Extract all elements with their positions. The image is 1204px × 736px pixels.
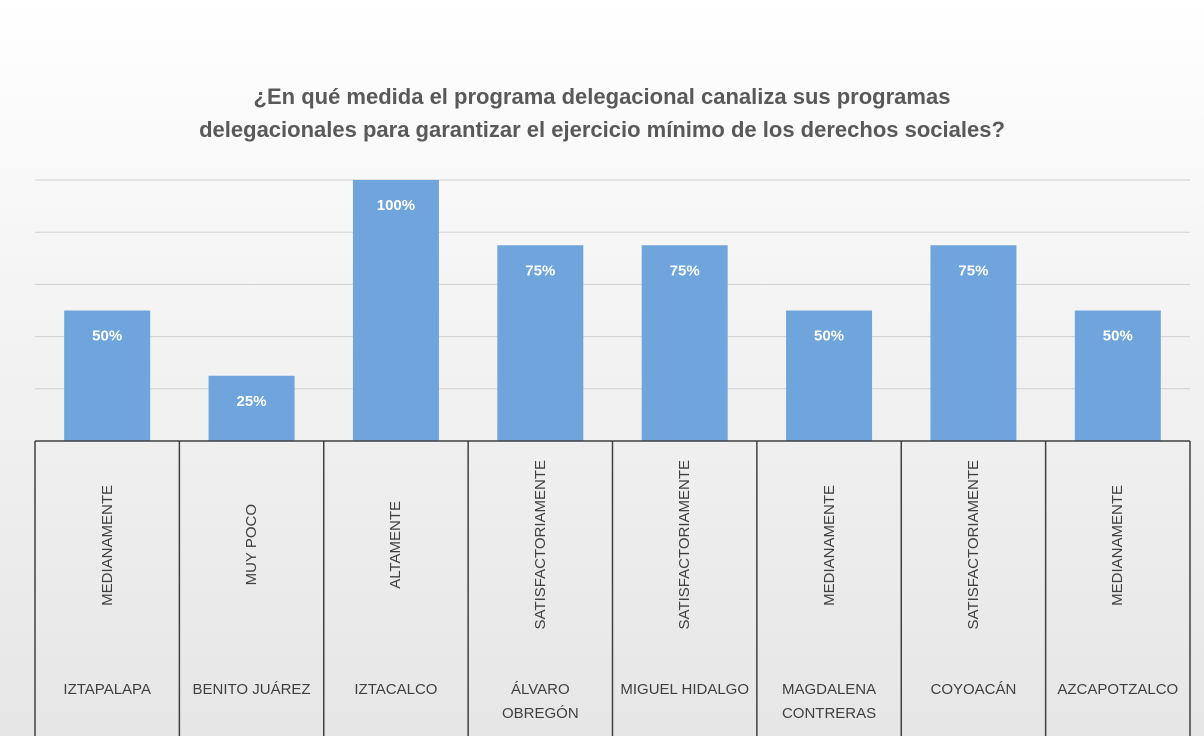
bar <box>64 310 151 441</box>
data-label: 50% <box>1103 328 1133 345</box>
data-label: 75% <box>525 262 555 279</box>
bar <box>352 180 439 441</box>
category-label: MEDIANAMENTE <box>1046 450 1190 640</box>
data-label: 50% <box>814 328 844 345</box>
data-label: 75% <box>670 262 700 279</box>
category-group-label: ÁLVARO OBREGÓN <box>501 681 579 722</box>
category-group-label: BENITO JUÁREZ <box>192 681 311 698</box>
chart-title: ¿En qué medida el programa delegacional … <box>0 80 1204 146</box>
category-group-label: AZCAPOTZALCO <box>1057 681 1179 698</box>
category-group-label: COYOACÁN <box>930 681 1017 698</box>
category-label: SATISFACTORIAMENTE <box>613 450 757 640</box>
bar <box>786 310 873 441</box>
bar <box>641 245 728 441</box>
category-text: SATISFACTORIAMENTE <box>676 460 694 630</box>
bar <box>497 245 584 441</box>
category-text: MEDIANAMENTE <box>1109 484 1127 606</box>
category-label: MEDIANAMENTE <box>757 450 901 640</box>
data-label: 50% <box>92 328 122 345</box>
category-group-label: IZTAPALAPA <box>63 681 151 698</box>
category-text: MEDIANAMENTE <box>820 484 838 606</box>
data-label: 100% <box>377 197 415 214</box>
data-label: 75% <box>958 262 988 279</box>
title-line: ¿En qué medida el programa delegacional … <box>253 84 951 109</box>
category-label: MUY POCO <box>179 450 323 640</box>
category-text: SATISFACTORIAMENTE <box>531 460 549 630</box>
category-group-label: IZTACALCO <box>354 681 438 698</box>
bar <box>208 375 295 441</box>
category-text: ALTAMENTE <box>387 501 405 589</box>
category-text: MEDIANAMENTE <box>98 484 116 606</box>
category-label: SATISFACTORIAMENTE <box>901 450 1045 640</box>
category-group-label: MIGUEL HIDALGO <box>620 681 749 698</box>
category-label: MEDIANAMENTE <box>35 450 179 640</box>
category-text: SATISFACTORIAMENTE <box>964 460 982 630</box>
data-label: 25% <box>237 393 267 410</box>
bar <box>930 245 1017 441</box>
bar <box>1074 310 1161 441</box>
category-label: ALTAMENTE <box>324 450 468 640</box>
category-group-label: MAGDALENA CONTRERAS <box>781 681 877 722</box>
category-label: SATISFACTORIAMENTE <box>468 450 612 640</box>
category-text: MUY POCO <box>243 504 261 586</box>
title-line: delegacionales para garantizar el ejerci… <box>199 117 1005 142</box>
